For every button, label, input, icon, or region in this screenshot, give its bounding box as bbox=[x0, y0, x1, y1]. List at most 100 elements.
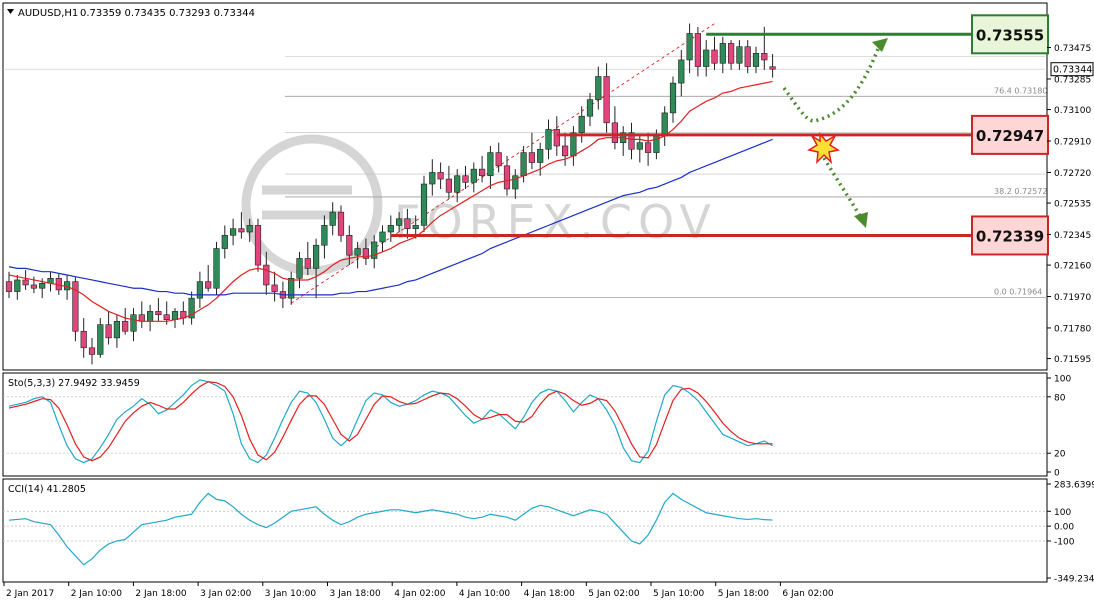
candle-body bbox=[769, 66, 776, 70]
stoch-tick-label: 100 bbox=[1054, 375, 1071, 385]
level-label: 0.73555 bbox=[976, 26, 1044, 44]
candle-body bbox=[678, 59, 685, 84]
candle-body bbox=[578, 115, 585, 134]
candle-body bbox=[80, 330, 87, 349]
time-axis: 2 Jan 2017 2 Jan 10:00 2 Jan 18:00 3 Jan 02… bbox=[3, 582, 834, 599]
candle-body bbox=[387, 225, 394, 233]
candle-body bbox=[454, 175, 461, 193]
cci-label: CCI(14) 41.2805 bbox=[8, 484, 86, 495]
candle-body bbox=[14, 279, 21, 292]
projection-arrows bbox=[782, 38, 888, 228]
price-tick-label: 0.73285 bbox=[1054, 75, 1091, 85]
bullish-projection-arrow bbox=[782, 43, 882, 123]
candle-body bbox=[213, 248, 220, 289]
candle-body bbox=[246, 225, 253, 233]
candle-body bbox=[163, 314, 170, 320]
candle-body bbox=[537, 148, 544, 163]
cci-panel[interactable] bbox=[2, 478, 1048, 583]
ma-fast-line bbox=[8, 80, 773, 322]
candle-body bbox=[719, 43, 726, 64]
moving-averages bbox=[8, 80, 773, 322]
candle-body bbox=[395, 218, 403, 226]
cci-line bbox=[3, 492, 1047, 566]
level-label: 0.72339 bbox=[976, 227, 1044, 245]
stoch-tick-label: 80 bbox=[1054, 393, 1066, 403]
stochastic-lines bbox=[3, 379, 1047, 464]
candle-body bbox=[122, 321, 129, 332]
time-tick-label: 2 Jan 10:00 bbox=[71, 589, 123, 599]
candle-body bbox=[736, 46, 743, 64]
candle-body bbox=[230, 228, 237, 236]
candle-body bbox=[147, 311, 154, 322]
level-box bbox=[971, 215, 1049, 256]
price-tick-label: 0.72160 bbox=[1054, 262, 1091, 272]
candle-body bbox=[412, 225, 419, 229]
current-price-tag: 0.73344 bbox=[1050, 62, 1094, 77]
candle-body bbox=[711, 49, 718, 64]
time-tick-label: 4 Jan 02:00 bbox=[394, 589, 446, 599]
candle-body bbox=[30, 284, 38, 289]
bullish-arrowhead-icon bbox=[872, 38, 888, 52]
candle-body bbox=[188, 297, 195, 319]
symbol-label: AUDUSD,H1 bbox=[18, 8, 78, 19]
candle-body bbox=[362, 248, 370, 259]
cci-tick-label: 0.00 bbox=[1054, 523, 1074, 533]
candle-body bbox=[487, 152, 494, 177]
candle-body bbox=[503, 165, 511, 190]
candle-body bbox=[561, 145, 569, 157]
time-tick-label: 3 Jan 02:00 bbox=[200, 589, 252, 599]
time-tick-label: 4 Jan 10:00 bbox=[459, 589, 511, 599]
candle-body bbox=[304, 258, 311, 269]
candle-body bbox=[271, 284, 278, 292]
bearish-projection-arrow bbox=[822, 157, 862, 217]
candle-body bbox=[221, 235, 228, 249]
candle-body bbox=[97, 324, 104, 355]
main-panel[interactable] bbox=[2, 2, 1048, 371]
candle-body bbox=[196, 281, 204, 299]
candle-body bbox=[752, 53, 760, 67]
candles bbox=[5, 23, 776, 365]
price-tick-label: 0.72345 bbox=[1054, 231, 1091, 241]
candle-body bbox=[404, 218, 411, 229]
candle-body bbox=[321, 225, 328, 246]
candle-body bbox=[727, 43, 735, 64]
price-tick-label: 0.73100 bbox=[1054, 106, 1091, 116]
candle-body bbox=[661, 112, 668, 137]
price-tick-label: 0.71780 bbox=[1054, 324, 1091, 334]
candle-body bbox=[130, 314, 137, 332]
candle-body bbox=[88, 347, 96, 355]
candle-body bbox=[703, 49, 710, 67]
candle-body bbox=[478, 168, 486, 177]
time-tick-label: 3 Jan 10:00 bbox=[265, 589, 317, 599]
candle-body bbox=[105, 324, 112, 339]
candle-body bbox=[462, 175, 469, 183]
candle-body bbox=[636, 142, 643, 150]
price-tick-label: 0.71595 bbox=[1054, 355, 1091, 365]
candle-body bbox=[113, 321, 120, 339]
candle-body bbox=[520, 152, 527, 177]
level-box bbox=[971, 114, 1049, 155]
candle-body bbox=[312, 244, 320, 269]
dropdown-triangle-icon[interactable] bbox=[7, 9, 14, 14]
time-tick-label: 5 Jan 02:00 bbox=[588, 589, 640, 599]
stoch-panel[interactable] bbox=[2, 372, 1048, 477]
candle-body bbox=[553, 129, 560, 147]
candle-body bbox=[429, 172, 436, 185]
level-label: 0.72947 bbox=[976, 127, 1044, 145]
fib-label: 38.2 0.72572 bbox=[994, 187, 1047, 196]
time-tick-label: 6 Jan 02:00 bbox=[782, 589, 834, 599]
stoch-tick-label: 0 bbox=[1054, 469, 1060, 479]
price-tick-label: 0.72535 bbox=[1054, 200, 1091, 210]
candle-body bbox=[72, 281, 79, 332]
price-levels: 0.73555 0.72947 0.72339 bbox=[390, 14, 1049, 256]
cci-axis: 283.6399 100 0.00 -100 -349.2349 bbox=[1047, 481, 1094, 585]
candle-body bbox=[337, 211, 345, 236]
bearish-arrowhead-icon bbox=[854, 212, 868, 228]
watermark-logo bbox=[241, 134, 383, 276]
cci-tick-label: 283.6399 bbox=[1054, 481, 1094, 491]
candle-body bbox=[238, 228, 245, 233]
candle-body bbox=[470, 168, 477, 183]
stoch-signal-line bbox=[8, 381, 773, 462]
